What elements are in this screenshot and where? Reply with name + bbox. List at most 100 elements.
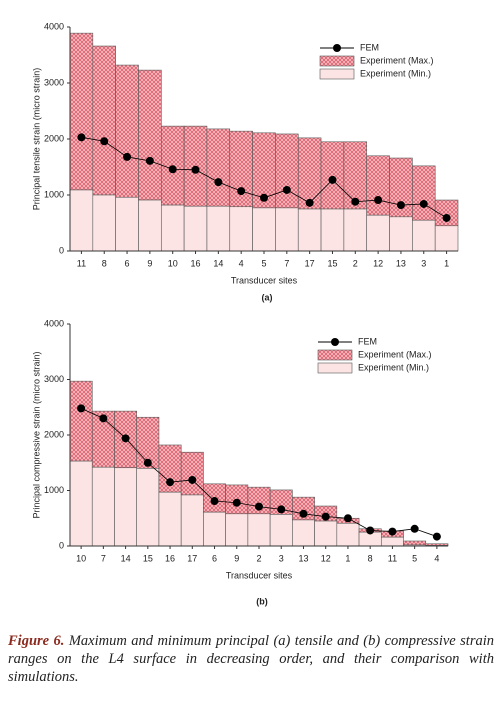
- legend-label: Experiment (Max.): [358, 349, 432, 359]
- bar-min: [138, 199, 162, 252]
- x-tick-label: 11: [77, 258, 86, 268]
- fem-point: [388, 527, 397, 536]
- x-tick-label: 4: [434, 553, 439, 563]
- x-tick-label: 3: [279, 553, 284, 563]
- bar-min: [269, 514, 293, 547]
- fem-point: [143, 458, 152, 467]
- legend-swatch: [319, 68, 355, 80]
- bar-min: [183, 205, 208, 252]
- bar-min: [136, 467, 160, 547]
- x-tick-label: 16: [191, 258, 201, 268]
- x-tick-label: 9: [234, 553, 239, 563]
- fem-point: [188, 475, 197, 484]
- bar-min: [320, 208, 345, 252]
- y-tick-label: 0: [59, 245, 64, 255]
- y-tick-label: 4000: [44, 21, 64, 31]
- bar-max: [320, 141, 345, 210]
- x-tick-label: 3: [421, 258, 426, 268]
- bar-max: [403, 540, 427, 546]
- x-tick-label: 1: [444, 258, 449, 268]
- bar-min: [160, 204, 185, 252]
- legend-marker: [331, 338, 339, 346]
- bar-max: [138, 69, 162, 201]
- x-tick-label: 15: [327, 258, 337, 268]
- bar-min: [434, 225, 459, 252]
- bar-max: [180, 451, 204, 496]
- fem-point: [214, 178, 223, 187]
- x-tick-label: 17: [187, 553, 197, 563]
- bar-min: [115, 196, 139, 252]
- bar-max: [206, 128, 231, 207]
- fem-point: [121, 434, 130, 443]
- fem-point: [442, 213, 451, 222]
- bar-max: [275, 133, 299, 209]
- x-tick-label: 10: [168, 258, 178, 268]
- bar-min: [412, 219, 436, 252]
- bar-min: [366, 214, 390, 252]
- x-tick-label: 6: [212, 553, 217, 563]
- x-tick-label: 7: [101, 553, 106, 563]
- fem-point: [166, 478, 175, 487]
- panel-label: (a): [262, 292, 273, 302]
- bar-max: [92, 45, 116, 196]
- bar-min: [229, 206, 253, 252]
- fem-point: [237, 187, 246, 196]
- bar-min: [180, 494, 204, 547]
- x-tick-label: 8: [368, 553, 373, 563]
- fem-point: [100, 137, 109, 146]
- legend-label: Experiment (Min.): [358, 362, 429, 372]
- x-tick-label: 14: [213, 258, 223, 268]
- bar-max: [366, 155, 390, 216]
- bar-min: [206, 205, 231, 252]
- y-axis-label: Principal tensile strain (micro strain): [31, 68, 41, 211]
- fem-point: [419, 199, 428, 208]
- y-tick-label: 4000: [44, 318, 64, 328]
- fem-point: [374, 196, 383, 205]
- fem-point: [366, 526, 375, 535]
- x-tick-label: 12: [373, 258, 383, 268]
- panel-label: (b): [256, 596, 268, 606]
- bar-min: [252, 207, 276, 252]
- bar-min: [380, 536, 404, 547]
- bar-min: [247, 513, 271, 547]
- fem-point: [351, 197, 360, 206]
- fem-point: [210, 497, 219, 506]
- fem-point: [282, 185, 291, 194]
- fem-point: [396, 201, 405, 210]
- fem-point: [168, 165, 177, 174]
- x-tick-label: 11: [388, 553, 397, 563]
- bar-min: [336, 522, 360, 547]
- x-tick-label: 13: [396, 258, 406, 268]
- legend-swatch: [319, 55, 355, 67]
- fem-point: [99, 414, 108, 423]
- x-tick-label: 16: [165, 553, 175, 563]
- x-tick-label: 17: [305, 258, 315, 268]
- fem-point: [328, 175, 337, 184]
- x-tick-label: 8: [102, 258, 107, 268]
- fem-point: [191, 165, 200, 174]
- x-tick-label: 4: [239, 258, 244, 268]
- fem-point: [77, 133, 86, 142]
- x-axis-label: Transducer sites: [231, 275, 298, 285]
- bar-min: [389, 216, 413, 252]
- fem-point: [305, 198, 314, 207]
- y-axis-label: Principal compressive strain (micro stra…: [31, 351, 41, 518]
- bar-min: [91, 466, 115, 547]
- bar-min: [343, 208, 368, 252]
- caption-label: Figure 6.: [8, 633, 65, 649]
- fem-point: [277, 505, 286, 514]
- legend-swatch: [317, 349, 353, 361]
- x-tick-label: 15: [143, 553, 153, 563]
- y-tick-label: 2000: [44, 429, 64, 439]
- fem-point: [232, 498, 241, 507]
- x-tick-label: 10: [76, 553, 86, 563]
- fem-point: [321, 512, 330, 521]
- caption-text: Maximum and minimum principal (a) tensil…: [8, 633, 495, 685]
- x-tick-label: 1: [345, 553, 350, 563]
- x-tick-label: 13: [298, 553, 308, 563]
- bar-min: [114, 467, 138, 547]
- x-tick-label: 6: [125, 258, 130, 268]
- fem-point: [343, 514, 352, 523]
- fem-point: [145, 156, 154, 165]
